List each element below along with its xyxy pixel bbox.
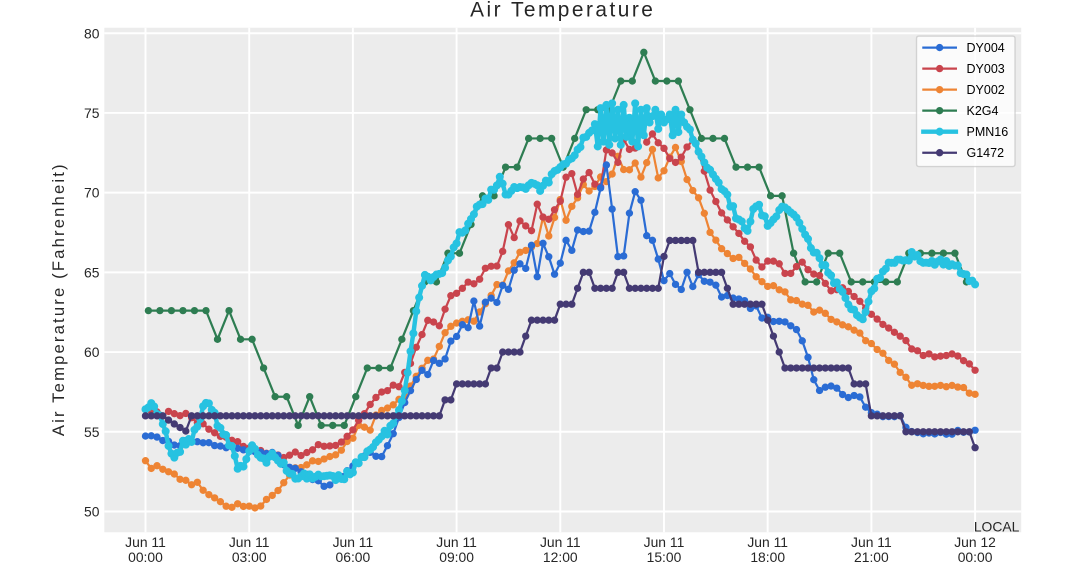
svg-text:65: 65	[84, 264, 100, 280]
svg-text:Jun 11: Jun 11	[333, 534, 374, 550]
svg-text:Air Temperature: Air Temperature	[470, 0, 655, 22]
svg-text:18:00: 18:00	[750, 549, 785, 565]
svg-text:K2G4: K2G4	[967, 104, 999, 118]
svg-text:09:00: 09:00	[439, 549, 474, 565]
svg-text:55: 55	[84, 424, 100, 440]
svg-text:Jun 11: Jun 11	[229, 534, 270, 550]
svg-text:DY004: DY004	[967, 41, 1005, 55]
svg-text:Air Temperature (Fahrenheit): Air Temperature (Fahrenheit)	[49, 162, 68, 436]
svg-text:DY003: DY003	[967, 62, 1005, 76]
svg-text:Jun 11: Jun 11	[125, 534, 166, 550]
svg-text:PMN16: PMN16	[967, 125, 1009, 139]
svg-text:50: 50	[84, 504, 100, 520]
svg-text:Jun 11: Jun 11	[644, 534, 685, 550]
svg-text:Jun 11: Jun 11	[851, 534, 892, 550]
svg-text:06:00: 06:00	[336, 549, 371, 565]
svg-text:00:00: 00:00	[958, 549, 993, 565]
svg-text:75: 75	[84, 105, 100, 121]
svg-text:60: 60	[84, 344, 100, 360]
svg-text:Jun 11: Jun 11	[436, 534, 477, 550]
svg-text:00:00: 00:00	[128, 549, 163, 565]
svg-text:70: 70	[84, 185, 100, 201]
svg-text:LOCAL: LOCAL	[974, 519, 1020, 535]
svg-text:Jun 11: Jun 11	[540, 534, 581, 550]
svg-text:G1472: G1472	[967, 146, 1005, 160]
svg-text:03:00: 03:00	[232, 549, 267, 565]
svg-text:Jun 12: Jun 12	[954, 534, 996, 550]
svg-text:15:00: 15:00	[647, 549, 682, 565]
svg-text:21:00: 21:00	[854, 549, 889, 565]
svg-text:DY002: DY002	[967, 83, 1005, 97]
svg-text:Jun 11: Jun 11	[747, 534, 788, 550]
svg-text:80: 80	[84, 25, 100, 41]
svg-text:12:00: 12:00	[543, 549, 578, 565]
